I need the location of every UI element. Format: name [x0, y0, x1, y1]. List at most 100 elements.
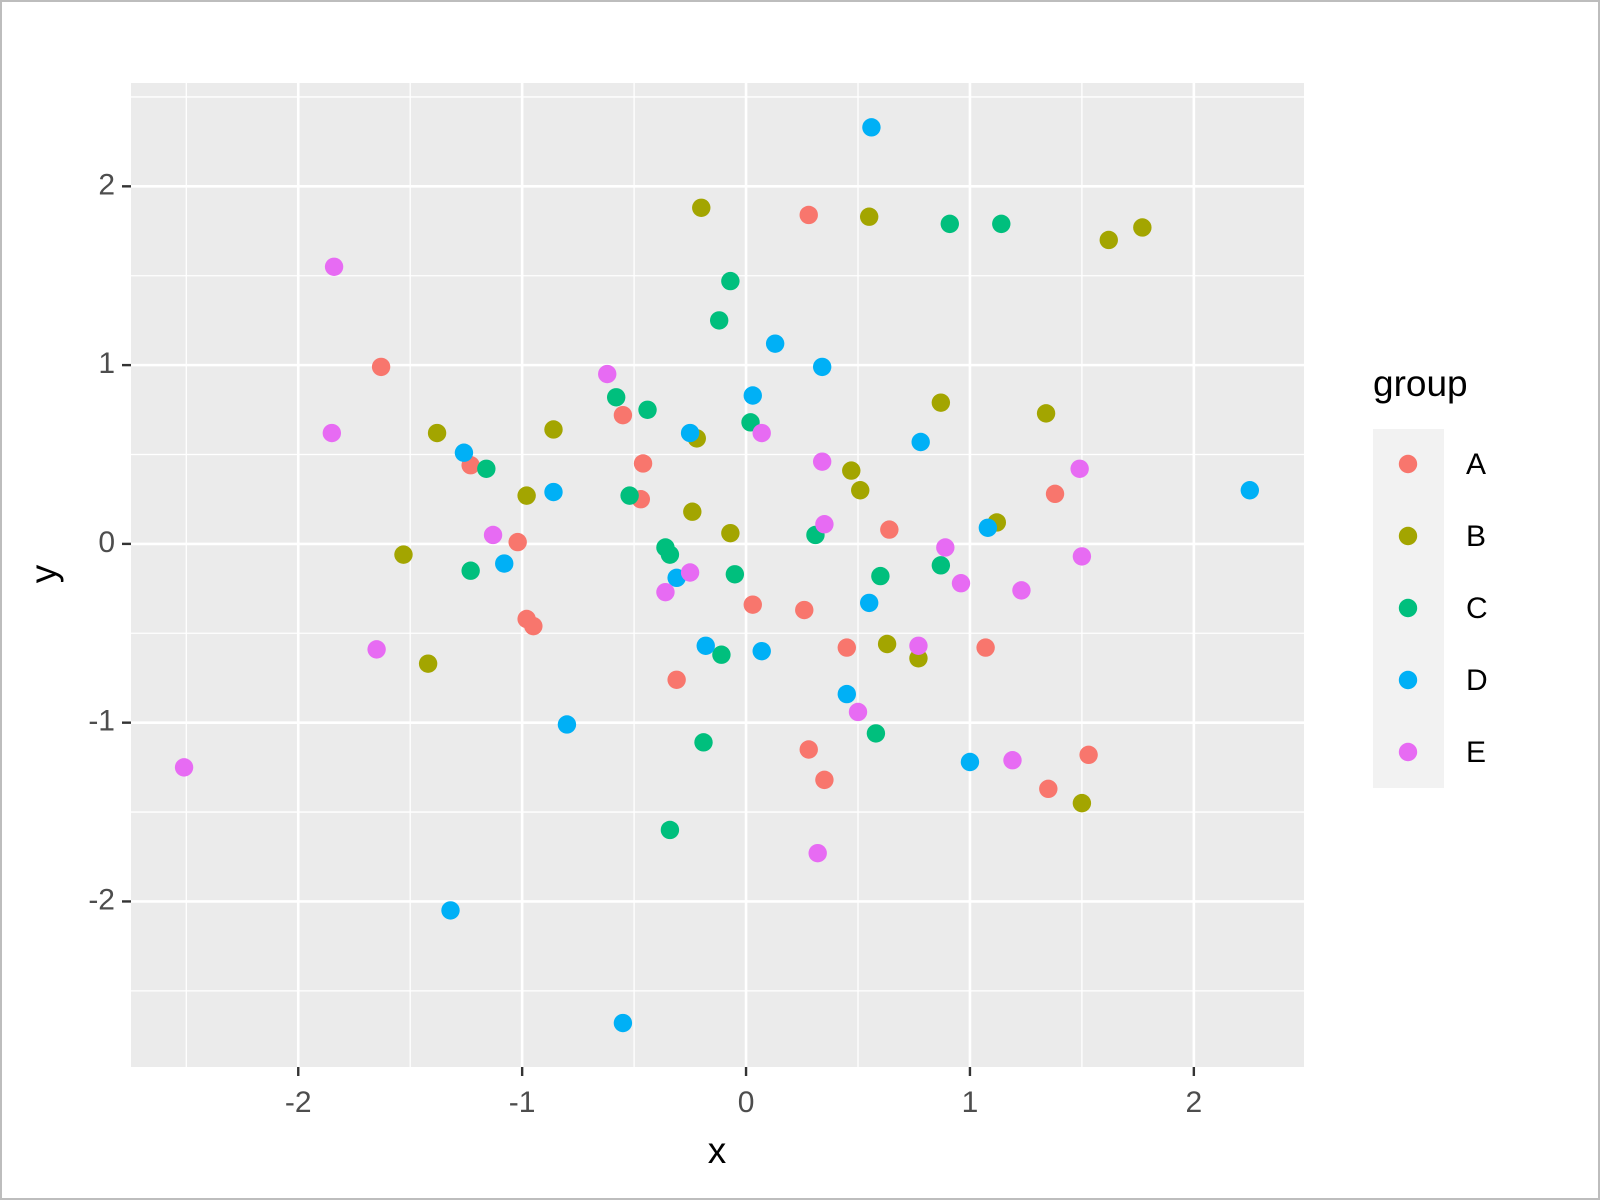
point — [613, 1013, 633, 1033]
point — [418, 654, 438, 673]
point — [613, 405, 633, 425]
point — [638, 400, 657, 420]
point — [725, 565, 745, 584]
point — [862, 118, 881, 137]
point — [1099, 230, 1118, 250]
point — [660, 820, 680, 840]
legend-key — [1398, 526, 1418, 546]
point — [815, 515, 834, 534]
point — [951, 574, 971, 593]
point — [976, 638, 995, 657]
point — [394, 545, 413, 564]
y-tick-label: -1 — [88, 705, 115, 738]
y-tick-label: 2 — [98, 168, 115, 201]
point — [1045, 484, 1065, 504]
legend-title: group — [1373, 363, 1468, 404]
point — [694, 733, 713, 752]
point — [960, 752, 980, 772]
point — [483, 525, 503, 545]
point — [871, 566, 890, 586]
point — [680, 423, 700, 443]
point — [752, 423, 771, 443]
legend-label: B — [1466, 520, 1486, 553]
point — [633, 454, 653, 473]
point — [709, 311, 729, 330]
point — [743, 386, 762, 405]
x-tick-label: 2 — [1185, 1086, 1202, 1119]
legend-label: C — [1466, 592, 1488, 625]
legend-key — [1398, 454, 1418, 474]
point — [812, 357, 832, 377]
point — [752, 641, 771, 661]
y-axis-title: y — [23, 564, 64, 583]
point — [667, 670, 686, 689]
point — [808, 843, 827, 863]
point — [1039, 779, 1058, 799]
point — [1036, 404, 1056, 423]
point — [859, 207, 879, 226]
point — [557, 715, 577, 734]
x-tick-label: 1 — [962, 1086, 979, 1119]
point — [911, 432, 930, 452]
point — [743, 595, 762, 614]
point — [367, 640, 386, 659]
point — [940, 214, 959, 234]
point — [1003, 751, 1022, 770]
legend-key — [1398, 670, 1418, 690]
point — [371, 357, 391, 377]
point — [461, 561, 480, 580]
point — [454, 443, 474, 462]
legend-key — [1398, 598, 1418, 618]
point — [877, 634, 897, 654]
point — [1133, 218, 1152, 237]
point — [909, 636, 928, 655]
y-tick-label: 0 — [98, 526, 115, 559]
point — [174, 758, 194, 777]
point — [660, 545, 680, 564]
point — [517, 486, 536, 505]
point — [1072, 547, 1092, 566]
x-tick-label: 0 — [738, 1086, 755, 1119]
point — [1079, 745, 1098, 765]
point — [1072, 793, 1092, 813]
point — [765, 334, 785, 353]
point — [721, 523, 740, 543]
point — [322, 423, 342, 443]
point — [598, 364, 617, 384]
point — [1012, 581, 1031, 600]
point — [837, 638, 857, 657]
point — [656, 582, 675, 602]
point — [859, 593, 879, 613]
point — [936, 538, 955, 557]
point — [1070, 459, 1089, 479]
panel — [131, 83, 1304, 1067]
x-tick-label: -1 — [509, 1086, 536, 1119]
point — [606, 388, 626, 407]
point — [441, 901, 460, 920]
point — [680, 563, 700, 582]
point — [544, 420, 563, 439]
legend-label: A — [1466, 448, 1486, 481]
point — [799, 205, 818, 225]
point — [1240, 481, 1260, 500]
point — [620, 486, 639, 505]
point — [931, 393, 951, 412]
point — [992, 214, 1011, 234]
point — [544, 482, 563, 502]
point — [842, 461, 861, 480]
point — [815, 770, 834, 790]
point — [795, 600, 814, 620]
point — [721, 271, 740, 291]
point — [866, 724, 886, 743]
x-axis-title: x — [708, 1130, 727, 1171]
point — [880, 520, 899, 539]
point — [712, 645, 731, 664]
point — [524, 616, 543, 636]
point — [799, 740, 818, 759]
point — [848, 702, 868, 722]
point — [427, 423, 447, 443]
point — [692, 198, 711, 217]
point — [477, 459, 496, 479]
point — [683, 502, 702, 521]
legend-label: D — [1466, 664, 1488, 697]
